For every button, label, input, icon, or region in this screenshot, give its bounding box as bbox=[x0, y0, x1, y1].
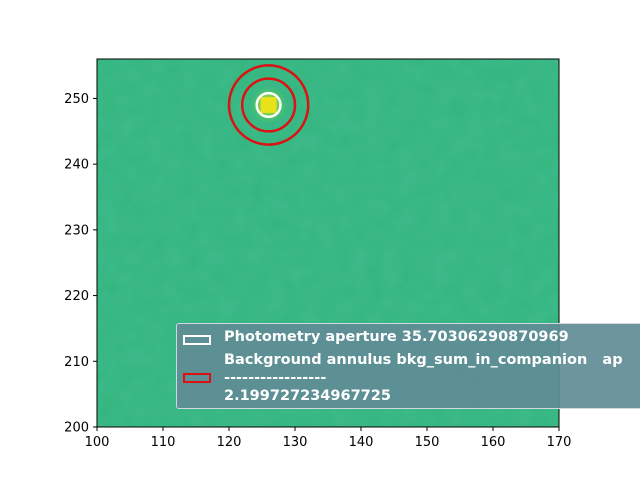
x-tick-label: 140 bbox=[349, 435, 374, 450]
plot-frame bbox=[96, 58, 560, 428]
x-tick-label: 150 bbox=[415, 435, 440, 450]
y-tick-label: 210 bbox=[64, 355, 89, 370]
aperture-group bbox=[227, 64, 310, 146]
x-axis: 100 110 120 130 140 150 160 170 bbox=[85, 427, 572, 450]
legend-label-photometry: Photometry aperture 35.70306290870969 bbox=[224, 329, 569, 345]
y-tick-label: 250 bbox=[64, 92, 89, 107]
y-tick-label: 240 bbox=[64, 158, 89, 173]
y-tick-label: 200 bbox=[64, 421, 89, 436]
source-peak bbox=[260, 97, 277, 113]
x-tick-label: 100 bbox=[85, 435, 110, 450]
legend: Photometry aperture 35.70306290870969 Ba… bbox=[176, 323, 640, 409]
background-annulus-outer bbox=[227, 64, 310, 146]
legend-swatch-background bbox=[183, 373, 211, 383]
background-annulus-inner bbox=[240, 77, 297, 133]
y-axis: 200 210 220 230 240 250 bbox=[64, 92, 97, 436]
y-tick-label: 230 bbox=[64, 223, 89, 238]
x-tick-label: 120 bbox=[217, 435, 242, 450]
x-tick-label: 130 bbox=[283, 435, 308, 450]
plot-area bbox=[97, 59, 559, 427]
legend-swatch-photometry bbox=[183, 335, 211, 345]
legend-label-background-line1: Background annulus bkg_sum_in_companion … bbox=[224, 352, 623, 368]
x-tick-label: 160 bbox=[481, 435, 506, 450]
legend-label-background-line2: ----------------- bbox=[224, 370, 327, 386]
legend-label-background-line3: 2.199727234967725 bbox=[224, 388, 391, 404]
x-tick-label: 110 bbox=[151, 435, 176, 450]
y-tick-label: 220 bbox=[64, 289, 89, 304]
x-tick-label: 170 bbox=[547, 435, 572, 450]
photometry-aperture bbox=[255, 91, 282, 119]
